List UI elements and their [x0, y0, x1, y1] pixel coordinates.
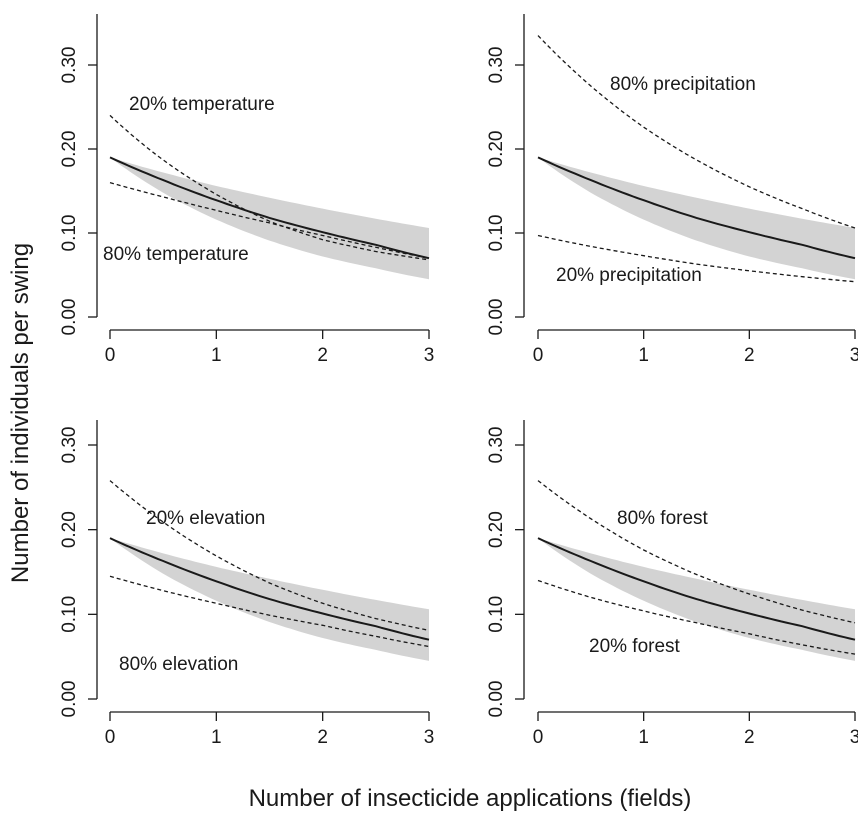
y-tick-label: 0.30 [59, 47, 80, 84]
curve-annotation: 80% temperature [103, 244, 249, 265]
series-line-mean [109, 537, 430, 641]
y-tick-label: 0.10 [59, 215, 80, 252]
y-tick-label: 0.20 [59, 131, 80, 168]
y-tick-label: 0.00 [59, 299, 80, 336]
y-tick-label: 0.20 [59, 511, 80, 548]
y-tick-label: 0.00 [486, 299, 507, 336]
curve-annotation: 20% forest [589, 636, 681, 657]
x-tick-label: 3 [424, 727, 435, 748]
x-tick-label: 0 [533, 727, 544, 748]
curve-annotation: 80% elevation [119, 654, 238, 675]
x-tick-label: 1 [211, 345, 222, 366]
panel-bottom-right: 0.00 0.10 0.20 0.30 0 1 2 3 80% forest 20% forest [486, 420, 858, 748]
series-line-20-precipitation [537, 234, 856, 283]
y-axis-title: Number of individuals per swing [7, 243, 34, 583]
panel-top-left: 0.00 0.10 0.20 0.30 0 1 2 3 20% temperature 80% t… [59, 14, 434, 366]
panel-bottom-left: 0.00 0.10 0.20 0.30 0 1 2 3 20% elevation 80% ele… [59, 420, 434, 748]
series-line-20-elevation [109, 480, 430, 632]
curve-annotation: 20% temperature [129, 94, 275, 115]
x-tick-label: 1 [638, 727, 649, 748]
series-line-80-forest [537, 480, 856, 624]
x-tick-label: 1 [638, 345, 649, 366]
series-line-80-temperature [109, 181, 430, 259]
series-line-80-precipitation [537, 35, 856, 229]
x-tick-label: 2 [317, 345, 328, 366]
x-tick-label: 3 [424, 345, 435, 366]
series-line-mean [109, 156, 430, 260]
y-tick-label: 0.20 [486, 131, 507, 168]
series-line-20-forest [537, 579, 856, 655]
series-line-mean [537, 156, 856, 260]
x-tick-label: 0 [105, 727, 116, 748]
curve-annotation: 80% precipitation [610, 74, 756, 95]
y-tick-label: 0.10 [486, 215, 507, 252]
x-tick-label: 0 [105, 345, 116, 366]
panel-top-right: 0.00 0.10 0.20 0.30 0 1 2 3 80% precipitation 20%… [486, 14, 858, 366]
x-axis-title: Number of insecticide applications (fiel… [249, 785, 692, 812]
curve-annotation: 80% forest [617, 508, 709, 529]
y-tick-label: 0.00 [59, 681, 80, 718]
curve-annotation: 20% precipitation [556, 265, 702, 286]
x-tick-label: 2 [317, 727, 328, 748]
x-tick-label: 3 [850, 727, 858, 748]
y-tick-label: 0.10 [486, 596, 507, 633]
y-tick-label: 0.30 [486, 427, 507, 464]
x-tick-label: 0 [533, 345, 544, 366]
y-tick-label: 0.20 [486, 511, 507, 548]
y-tick-label: 0.30 [486, 47, 507, 84]
x-tick-label: 2 [744, 345, 755, 366]
y-tick-label: 0.10 [59, 596, 80, 633]
series-line-mean [537, 537, 856, 641]
y-tick-label: 0.30 [59, 427, 80, 464]
series-line-20-temperature [109, 114, 430, 261]
x-tick-label: 3 [850, 345, 858, 366]
series-line-80-elevation [109, 575, 430, 648]
x-tick-label: 1 [211, 727, 222, 748]
curve-annotation: 20% elevation [146, 508, 265, 529]
x-tick-label: 2 [744, 727, 755, 748]
y-tick-label: 0.00 [486, 681, 507, 718]
